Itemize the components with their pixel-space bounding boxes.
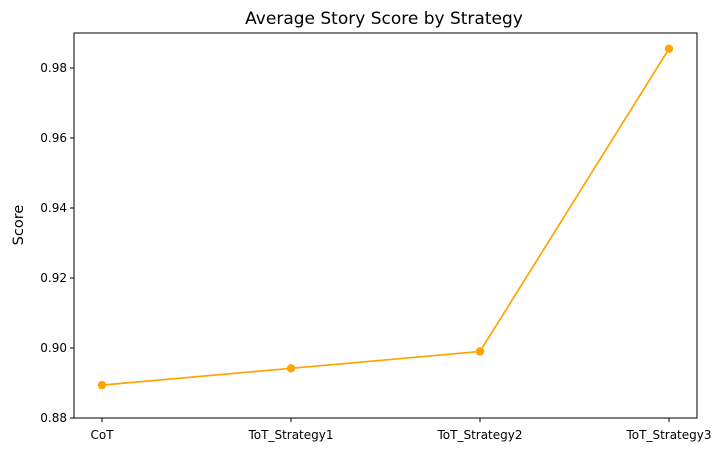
data-point <box>97 380 107 390</box>
chart-title: Average Story Score by Strategy <box>245 9 523 29</box>
plot-area: 0.88 0.90 0.92 0.94 0.96 0.98 CoT ToT_Strategy1… <box>40 32 712 442</box>
y-tick-label: 0.98 <box>40 61 67 75</box>
y-tick-label: 0.90 <box>40 341 67 355</box>
x-tick-label: ToT_Strategy2 <box>436 428 522 442</box>
y-tick-label: 0.88 <box>40 411 67 425</box>
y-tick-label: 0.92 <box>40 271 67 285</box>
plot-frame <box>73 32 698 419</box>
x-tick-label: CoT <box>90 428 114 442</box>
data-point <box>286 364 296 373</box>
series-line <box>101 48 670 386</box>
y-axis-label: Score <box>11 205 27 246</box>
y-tick-label: 0.96 <box>40 131 67 145</box>
x-tick-label: ToT_Strategy1 <box>247 428 333 442</box>
data-point <box>475 347 485 356</box>
data-point <box>664 44 674 53</box>
y-tick-label: 0.94 <box>40 201 67 215</box>
x-tick-label: ToT_Strategy3 <box>625 428 711 442</box>
